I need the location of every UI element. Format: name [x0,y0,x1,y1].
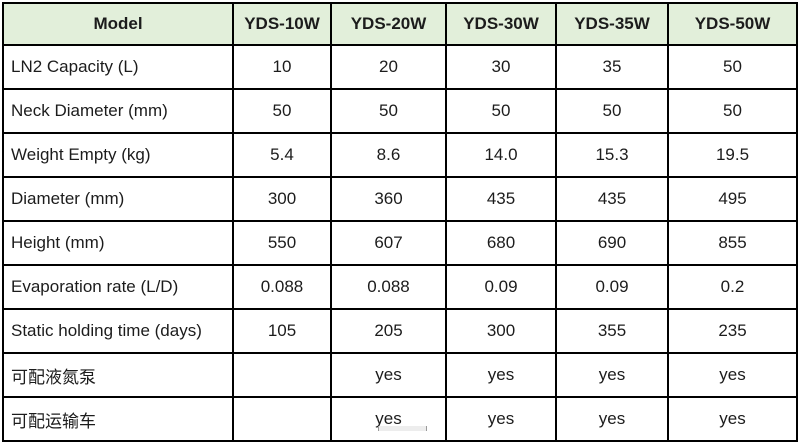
row-label-cell: Static holding time (days) [2,308,234,354]
value-cell [232,396,332,442]
value-cell: 105 [232,308,332,354]
value-cell: 690 [555,220,669,266]
value-cell: 20 [330,44,447,90]
row-label-cell: Neck Diameter (mm) [2,88,234,134]
value-cell: yes [667,352,798,398]
value-cell: 50 [555,88,669,134]
value-cell: 50 [667,44,798,90]
value-cell: 0.09 [555,264,669,310]
value-cell: 10 [232,44,332,90]
row-label-cell: Diameter (mm) [2,176,234,222]
value-cell: 495 [667,176,798,222]
value-cell: 15.3 [555,132,669,178]
header-row: Model YDS-10W YDS-20W YDS-30W YDS-35W YDS-50W [2,2,798,46]
column-header-cell: YDS-35W [555,2,669,46]
value-cell [232,352,332,398]
table-body: LN2 Capacity (L) 10 20 30 35 50 Neck Diameter … [2,44,798,442]
table-row: Static holding time (days) 105 205 300 355 23… [2,308,798,354]
value-cell: 30 [445,44,557,90]
value-cell: yes [330,352,447,398]
value-cell: yes [330,396,447,442]
value-cell: 14.0 [445,132,557,178]
value-cell: 0.088 [330,264,447,310]
table-row: LN2 Capacity (L) 10 20 30 35 50 [2,44,798,90]
value-cell: 19.5 [667,132,798,178]
table-row: Diameter (mm) 300 360 435 435 495 [2,176,798,222]
value-cell: yes [667,396,798,442]
row-label-cell: 可配运输车 [2,396,234,442]
value-cell: yes [445,396,557,442]
horizontal-scrollbar[interactable] [378,426,427,431]
table-row: Neck Diameter (mm) 50 50 50 50 50 [2,88,798,134]
row-label-cell: 可配液氮泵 [2,352,234,398]
value-cell: 300 [445,308,557,354]
value-cell: 355 [555,308,669,354]
value-cell: 50 [232,88,332,134]
value-cell: 35 [555,44,669,90]
value-cell: 435 [445,176,557,222]
table-row: Weight Empty (kg) 5.4 8.6 14.0 15.3 19.5 [2,132,798,178]
column-header-cell: YDS-30W [445,2,557,46]
table-row: Height (mm) 550 607 680 690 855 [2,220,798,266]
value-cell: 607 [330,220,447,266]
value-cell: 680 [445,220,557,266]
value-cell: 360 [330,176,447,222]
value-cell: 855 [667,220,798,266]
row-label-cell: Height (mm) [2,220,234,266]
column-header-cell: YDS-20W [330,2,447,46]
value-cell: 50 [330,88,447,134]
value-cell: 50 [667,88,798,134]
value-cell: 435 [555,176,669,222]
column-header-cell: YDS-10W [232,2,332,46]
value-cell: 235 [667,308,798,354]
value-cell: 8.6 [330,132,447,178]
value-cell: 0.09 [445,264,557,310]
row-label-cell: Evaporation rate (L/D) [2,264,234,310]
value-cell: 50 [445,88,557,134]
table-row: 可配液氮泵 yes yes yes yes [2,352,798,398]
value-cell: 300 [232,176,332,222]
value-cell: yes [555,352,669,398]
value-cell: yes [445,352,557,398]
value-cell: 0.088 [232,264,332,310]
table-row: Evaporation rate (L/D) 0.088 0.088 0.09 0.09… [2,264,798,310]
value-cell: 550 [232,220,332,266]
value-cell: yes [555,396,669,442]
table-row: 可配运输车 yes yes yes yes [2,396,798,442]
column-header-cell: YDS-50W [667,2,798,46]
value-cell: 5.4 [232,132,332,178]
model-header-cell: Model [2,2,234,46]
row-label-cell: Weight Empty (kg) [2,132,234,178]
value-cell: 0.2 [667,264,798,310]
value-cell: 205 [330,308,447,354]
row-label-cell: LN2 Capacity (L) [2,44,234,90]
